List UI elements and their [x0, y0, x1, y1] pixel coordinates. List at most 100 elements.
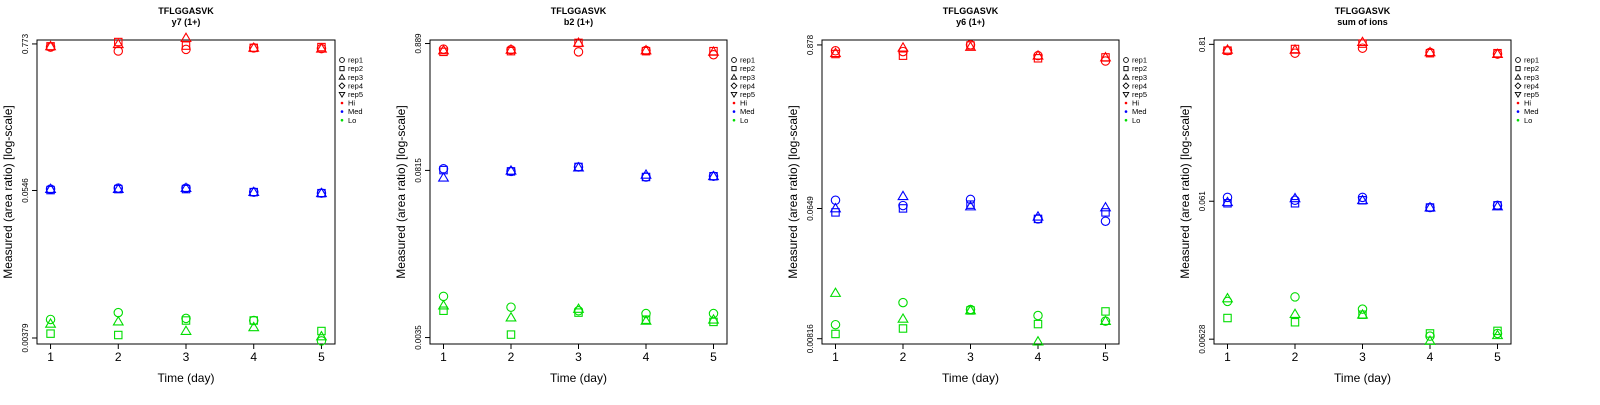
data-point-hi-rep3 [1289, 43, 1301, 54]
y-tick-label: 0.889 [414, 33, 423, 54]
x-tick-label: 2 [115, 350, 122, 364]
legend-marker-rep3 [338, 73, 346, 80]
legend-label: rep2 [348, 64, 363, 73]
data-point-lo-rep3 [1289, 308, 1301, 318]
x-tick-label: 5 [1494, 350, 1501, 364]
x-tick-label: 4 [1427, 350, 1434, 364]
data-point-lo-rep3 [829, 287, 842, 297]
y-tick-label: 0.00379 [21, 323, 30, 352]
data-point-lo-rep3 [1356, 308, 1369, 319]
chart-subtitle: b2 (1+) [564, 17, 593, 27]
plot-frame [1213, 39, 1512, 345]
plot-frame [821, 39, 1120, 345]
data-point-med-rep3 [315, 187, 328, 198]
data-point-med-rep3 [1424, 201, 1436, 212]
data-point-lo-rep2 [506, 330, 516, 339]
y-tick-label: 0.773 [21, 33, 30, 54]
x-axis-label: Time (day) [1334, 371, 1391, 385]
x-tick-label: 2 [508, 350, 515, 364]
data-point-med-rep3 [964, 200, 977, 211]
chart-title: TFLGGASVK [551, 6, 607, 16]
y-axis-label: Measured (area ratio) [log-scale] [1178, 105, 1192, 278]
data-point-med-rep3 [1032, 210, 1044, 221]
data-point-med-rep3 [1356, 194, 1369, 205]
data-point-hi-rep3 [1424, 46, 1436, 57]
chart-title: TFLGGASVK [943, 6, 999, 16]
data-point-lo-rep1 [641, 308, 651, 319]
data-point-lo-rep1 [45, 314, 56, 325]
legend-dot-hi [732, 101, 736, 105]
legend-label: rep5 [1132, 90, 1147, 99]
data-point-lo-rep3 [964, 304, 977, 315]
x-tick-label: 1 [440, 350, 447, 364]
legend-label: Hi [1132, 99, 1139, 108]
legend-label: Hi [348, 99, 355, 108]
data-point-med-rep3 [180, 182, 192, 193]
legend-dot-hi [1124, 101, 1128, 105]
data-point-hi-rep3 [505, 43, 517, 54]
data-point-lo-rep3 [437, 299, 450, 310]
data-point-med-rep2 [831, 208, 840, 217]
data-point-hi-rep3 [1491, 48, 1504, 58]
legend-label: rep1 [1524, 56, 1539, 65]
data-point-lo-rep2 [249, 316, 258, 325]
data-point-hi-rep3 [180, 32, 192, 42]
data-point-lo-rep3 [315, 330, 328, 341]
legend-label: rep3 [740, 73, 755, 82]
legend-dot-med [340, 110, 344, 113]
legend-dot-med [1516, 110, 1520, 113]
legend-label: rep4 [1524, 81, 1539, 90]
x-tick-label: 3 [1359, 350, 1366, 364]
legend-marker-rep5 [1122, 92, 1130, 99]
legend-marker-rep5 [1514, 92, 1522, 99]
legend-marker-rep2 [339, 66, 345, 72]
legend-dot-lo [732, 118, 736, 122]
legend-marker-rep4 [1514, 82, 1522, 90]
x-axis-label: Time (day) [158, 371, 215, 385]
data-point-lo-rep1 [573, 305, 584, 316]
y-tick-label: 0.00628 [1198, 324, 1207, 353]
data-point-lo-rep3 [1424, 335, 1436, 345]
y-axis-label: Measured (area ratio) [log-scale] [786, 105, 800, 278]
data-point-lo-rep2 [1033, 319, 1043, 329]
data-point-lo-rep1 [830, 319, 841, 330]
data-point-lo-rep3 [640, 314, 652, 325]
legend-label: Lo [348, 116, 356, 125]
data-point-hi-rep3 [572, 36, 585, 47]
chart-title: TFLGGASVK [1335, 6, 1391, 16]
data-point-lo-rep2 [1493, 326, 1502, 336]
legend-label: rep4 [740, 81, 755, 90]
y-tick-label: 0.0649 [806, 196, 815, 221]
data-point-lo-rep2 [898, 324, 908, 333]
data-point-hi-rep3 [1099, 51, 1112, 62]
data-point-lo-rep1 [1290, 292, 1300, 302]
data-point-lo-rep3 [1491, 329, 1504, 340]
data-point-lo-rep2 [114, 330, 123, 340]
x-axis-label: Time (day) [550, 371, 607, 385]
data-point-hi-rep2 [898, 51, 908, 60]
y-tick-label: 0.878 [806, 34, 815, 55]
x-tick-label: 2 [1292, 350, 1299, 364]
legend-marker-rep4 [1122, 82, 1130, 90]
x-tick-label: 5 [318, 350, 325, 364]
data-point-med-rep3 [829, 202, 842, 213]
legend-label: rep4 [1132, 81, 1147, 90]
y-axis-label: Measured (area ratio) [log-scale] [394, 105, 408, 278]
legend-dot-med [732, 110, 736, 113]
legend-dot-hi [1516, 101, 1520, 105]
x-axis-label: Time (day) [942, 371, 999, 385]
data-point-hi-rep3 [315, 42, 328, 53]
x-tick-label: 1 [832, 350, 839, 364]
data-point-hi-rep3 [247, 41, 260, 52]
data-point-med-rep1 [898, 200, 908, 211]
legend-label: Lo [1524, 116, 1532, 125]
legend-label: Med [740, 107, 755, 116]
legend-label: rep1 [740, 56, 755, 65]
data-point-lo-rep3 [247, 321, 260, 332]
legend-marker-rep3 [730, 73, 738, 80]
